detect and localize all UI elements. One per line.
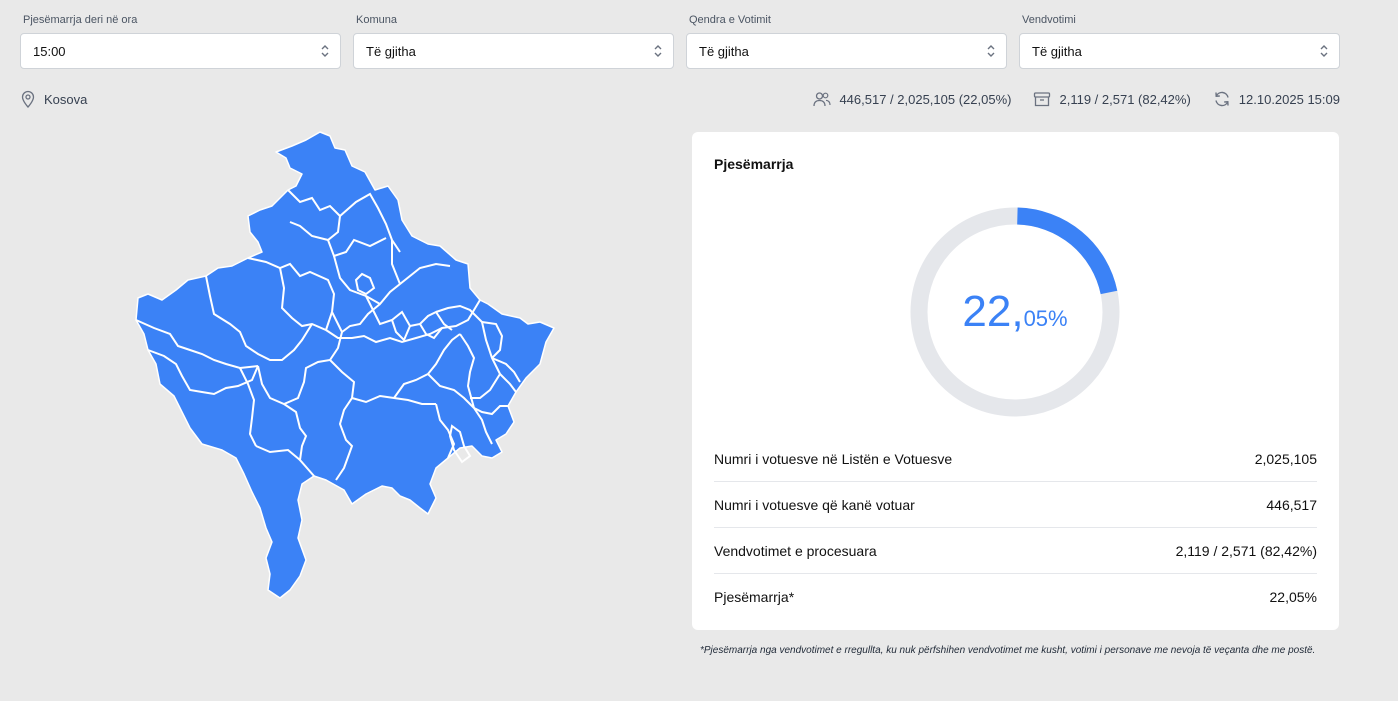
location-name: Kosova [44, 91, 88, 107]
stations-stat: 2,119 / 2,571 (82,42%) [1033, 91, 1191, 107]
stations-stat-text: 2,119 / 2,571 (82,42%) [1059, 91, 1191, 107]
updated-stat: 12.10.2025 15:09 [1213, 90, 1340, 108]
turnout-decimal-value: 05% [1023, 306, 1068, 331]
donut-progress-arc [1016, 207, 1118, 295]
row-label: Vendvotimet e procesuara [714, 542, 877, 559]
voters-stat-text: 446,517 / 2,025,105 (22,05%) [839, 91, 1012, 107]
table-row: Numri i votuesve në Listën e Votuesve 2,… [714, 436, 1317, 482]
row-label: Numri i votuesve në Listën e Votuesve [714, 450, 953, 467]
info-bar: Kosova 446,517 / 2,025,105 (22,05%) 2,11… [20, 89, 1340, 109]
turnout-card: Pjesëmarrja 22, 05% Numri i votuesve në … [692, 132, 1339, 630]
footnote: *Pjesëmarrja nga vendvotimet e rregullta… [700, 645, 1316, 656]
row-value: 2,025,105 [1254, 450, 1317, 467]
municipality-select-value: Të gjitha [366, 43, 416, 59]
updated-stat-text: 12.10.2025 15:09 [1238, 91, 1340, 107]
polling-center-select-value: Të gjitha [699, 43, 749, 59]
municipality-select[interactable]: Të gjitha [353, 33, 674, 69]
chevron-updown-icon [1319, 44, 1329, 58]
filter-municipality: Komuna Të gjitha [353, 14, 674, 69]
polling-station-select[interactable]: Të gjitha [1019, 33, 1340, 69]
filter-polling-station-label: Vendvotimi [1022, 14, 1076, 26]
chevron-updown-icon [653, 44, 663, 58]
row-value: 22,05% [1269, 589, 1317, 605]
filter-municipality-label: Komuna [356, 14, 397, 26]
refresh-icon[interactable] [1213, 90, 1231, 108]
filter-hour: Pjesëmarrja deri në ora 15:00 [20, 14, 341, 69]
ballot-box-icon [1033, 91, 1051, 107]
filter-polling-center: Qendra e Votimit Të gjitha [686, 14, 1007, 69]
table-row: Numri i votuesve që kanë votuar 446,517 [714, 482, 1317, 528]
map-country-shape[interactable] [135, 131, 555, 599]
row-label: Pjesëmarrja* [714, 589, 795, 605]
polling-station-select-value: Të gjitha [1032, 43, 1082, 59]
row-label: Numri i votuesve që kanë votuar [714, 496, 915, 513]
voters-stat: 446,517 / 2,025,105 (22,05%) [813, 91, 1011, 107]
row-value: 446,517 [1266, 496, 1317, 513]
filter-hour-label: Pjesëmarrja deri në ora [23, 14, 138, 26]
donut-track [910, 207, 1120, 417]
summary-stats: 446,517 / 2,025,105 (22,05%) 2,119 / 2,5… [813, 90, 1340, 108]
filter-polling-center-label: Qendra e Votimit [689, 14, 771, 26]
filter-polling-station: Vendvotimi Të gjitha [1019, 14, 1340, 69]
turnout-percentage: 22, 05% [908, 205, 1122, 419]
row-value: 2,119 / 2,571 (82,42%) [1175, 542, 1317, 559]
stats-table: Numri i votuesve në Listën e Votuesve 2,… [714, 436, 1317, 620]
users-icon [813, 91, 832, 107]
hour-select[interactable]: 15:00 [20, 33, 341, 69]
map-municipality-borders [135, 189, 521, 481]
turnout-donut-chart [910, 207, 1120, 417]
filter-bar: Pjesëmarrja deri në ora 15:00 Komuna Të … [20, 14, 1340, 69]
chevron-updown-icon [986, 44, 996, 58]
hour-select-value: 15:00 [33, 43, 66, 59]
table-row: Vendvotimet e procesuara 2,119 / 2,571 (… [714, 528, 1317, 574]
table-row: Pjesëmarrja* 22,05% [714, 574, 1317, 620]
location: Kosova [20, 90, 87, 108]
chevron-updown-icon [320, 44, 330, 58]
kosovo-municipality-map[interactable] [130, 128, 560, 603]
card-title: Pjesëmarrja [714, 156, 794, 172]
map-pin-icon [20, 90, 36, 108]
polling-center-select[interactable]: Të gjitha [686, 33, 1007, 69]
turnout-main-value: 22, [962, 287, 1024, 336]
